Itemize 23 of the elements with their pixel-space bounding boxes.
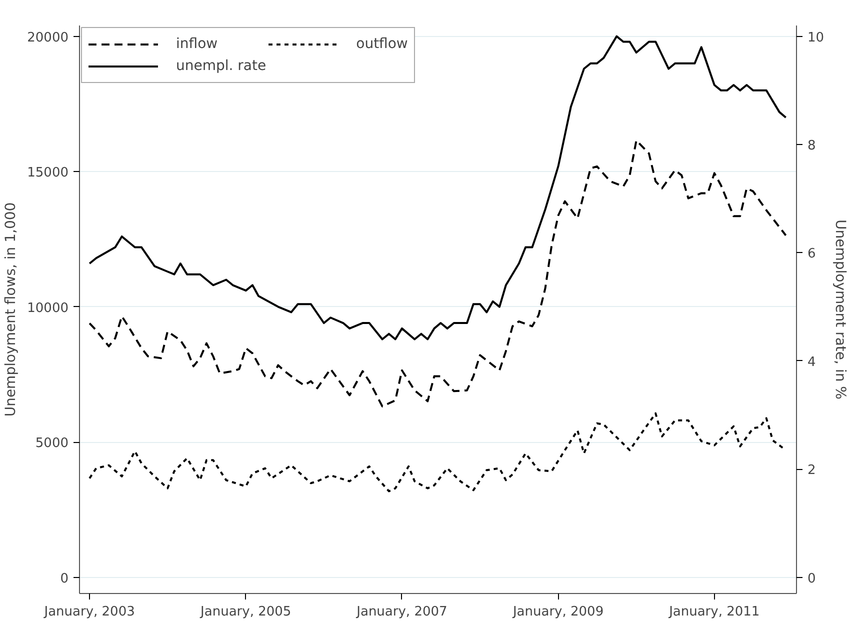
legend-label: outflow [356, 36, 408, 52]
y-tick-label: 5000 [35, 436, 69, 452]
y-tick-label: 0 [60, 571, 69, 586]
y2-axis-title: Unemployment rate, in % [832, 220, 848, 400]
x-tick-label: January, 2003 [43, 604, 135, 620]
y2-tick-label: 10 [808, 30, 824, 46]
y-tick-label: 20000 [27, 30, 69, 46]
y2-tick-label: 6 [808, 246, 816, 262]
x-tick-label: January, 2005 [200, 604, 292, 620]
y2-tick-label: 0 [808, 571, 816, 586]
legend-label: unempl. rate [176, 58, 266, 74]
y2-tick-label: 8 [808, 138, 816, 154]
y-axis-title: Unemployment flows, in 1,000 [3, 202, 20, 417]
legend-label: inflow [176, 36, 218, 52]
y-tick-label: 10000 [27, 300, 69, 316]
x-tick-label: January, 2011 [668, 604, 760, 620]
line-series [88, 35, 787, 340]
y-tick-label: 15000 [27, 166, 69, 181]
x-tick-label: January, 2009 [512, 604, 604, 620]
y2-tick-label: 2 [808, 463, 816, 478]
line-series [88, 139, 787, 408]
x-tick-label: January, 2007 [356, 604, 448, 620]
y2-tick-label: 4 [808, 354, 816, 370]
